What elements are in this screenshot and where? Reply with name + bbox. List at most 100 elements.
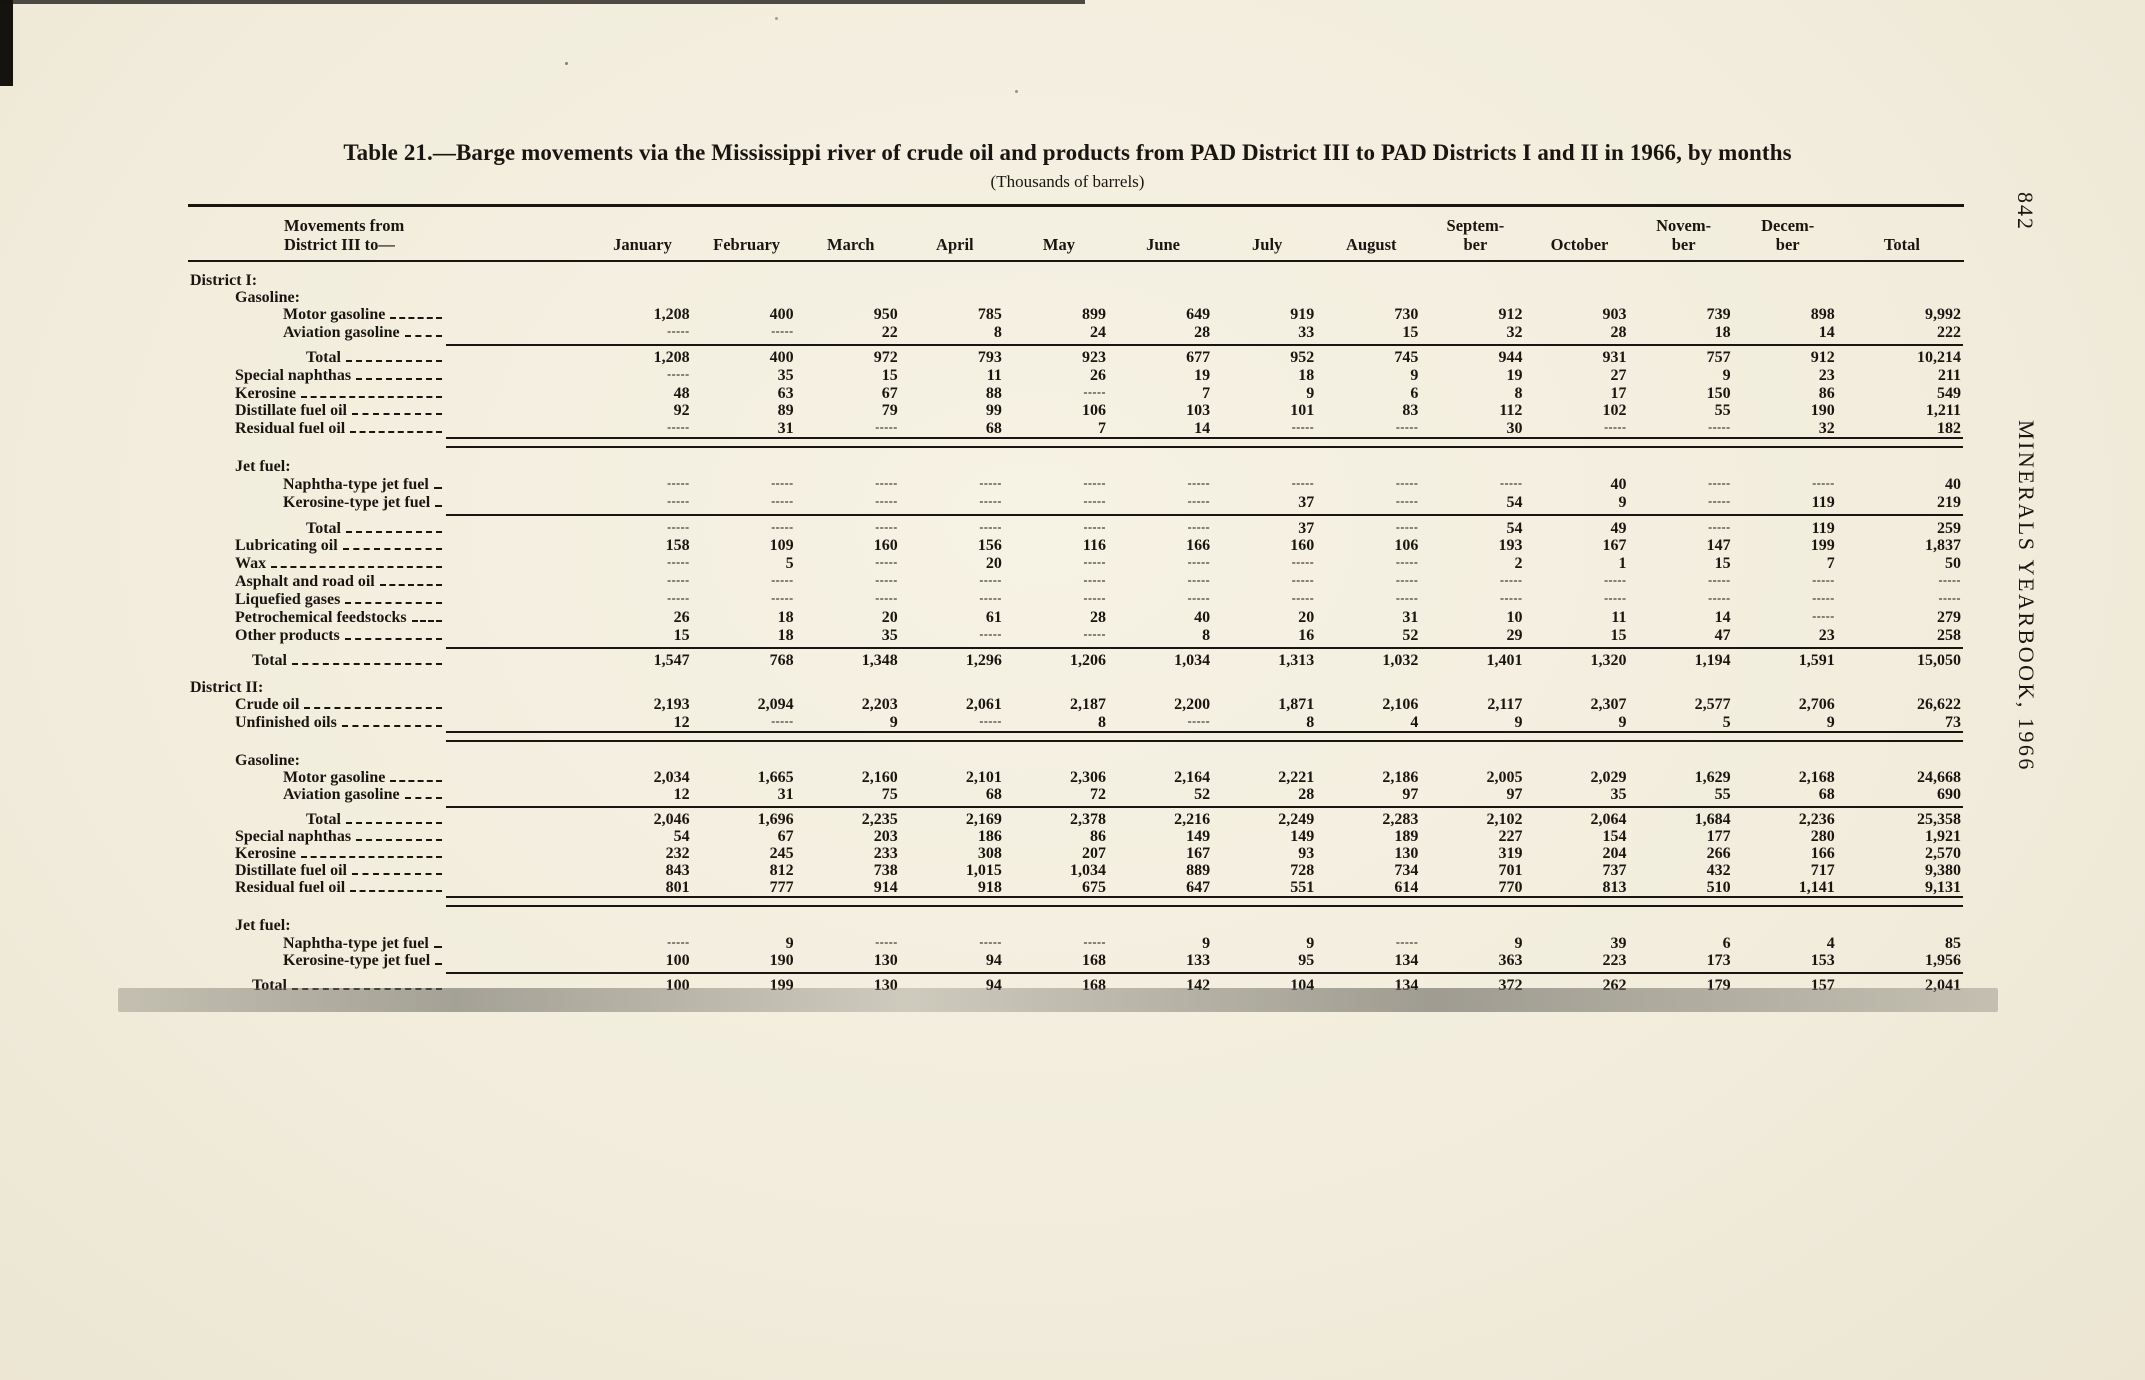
table-row-special-naphthas: Special naphthas 54 67 203 186 86 149 149 189 227… [188,828,1964,845]
value-cell [1527,272,1631,289]
value-cell: ----- [771,494,794,508]
value-cell: 972 [873,349,898,366]
value-cell: ----- [979,591,1002,605]
column-header-septem-ber: Septem- ber [1423,205,1528,262]
table-row-lubricating-oil: Lubricating oil 158 109 160 156 116 166 160 106 1… [188,537,1964,554]
value-cell: 1,194 [1694,652,1731,669]
value-cell: 677 [1186,349,1211,366]
value-cell: 35 [1610,786,1627,803]
value-cell [1423,917,1527,934]
value-cell [1840,679,1964,696]
separator-rule-single [188,341,1964,349]
row-label: Petrochemical feedstocks [235,609,407,626]
section-row-jet-fuel: Jet fuel: [188,917,1964,934]
leader-dashes [351,873,443,875]
value-cell: 166 [1186,537,1211,554]
barge-movements-table: Movements from District III to— January Fe… [188,204,1964,994]
table-body: District I: Gasoline: Motor gasoline 1,208 4… [188,261,1964,994]
value-cell [799,289,903,306]
row-stub: Gasoline: [188,752,590,769]
row-stub-cell: Liquefied gases [188,590,590,608]
value-cell: ----- [1604,573,1627,587]
single-rule-line [446,972,1963,974]
value-cell [695,272,799,289]
book-title-side-label: MINERALS YEARBOOK, 1966 [2014,420,2039,772]
table-row-total: Total 2,046 1,696 2,235 2,169 2,378 2,216 2,249… [188,811,1964,828]
table-row-total: Total 1,208 400 972 793 923 677 952 745 944 931 757… [188,349,1964,366]
value-cell: ----- [1187,573,1211,587]
value-cell: ----- [1812,591,1835,605]
value-cell: 1,206 [1070,652,1106,669]
row-label: Motor gasoline [283,306,386,323]
value-cell: 89 [777,402,794,419]
value-cell: 11 [986,367,1002,384]
value-cell: ----- [771,714,794,728]
row-stub: Asphalt and road oil [188,573,590,590]
value-cell: 24 [1090,324,1106,341]
value-cell: 55 [1714,402,1731,419]
value-cell: 39 [1610,935,1627,952]
row-label: Total [306,520,341,537]
spacer-cell [188,261,1964,272]
row-label: Other products [235,627,340,644]
value-cell: ----- [1395,935,1419,949]
value-cell: ----- [771,520,794,534]
value-cell: ----- [1708,494,1731,508]
value-cell: 32 [1506,324,1523,341]
value-cell: 2 [1514,555,1523,572]
value-cell [1319,272,1423,289]
value-cell: ----- [979,573,1002,587]
value-cell: 843 [665,862,690,879]
value-cell: ----- [1708,573,1731,587]
value-cell: ----- [667,555,690,569]
value-cell: 2,046 [653,811,690,828]
value-cell: ----- [1499,573,1523,587]
value-cell [1007,458,1111,475]
row-stub: Residual fuel oil [188,420,590,437]
value-cell: 26 [1090,367,1106,384]
row-stub: Total [188,349,590,366]
stub-header: Movements from District III to— [188,205,591,262]
scan-artifact-corner [0,0,13,86]
leader-dashes [291,663,443,665]
value-cell [799,752,903,769]
value-cell: 266 [1706,845,1731,862]
value-cell: 9 [1514,714,1523,731]
value-cell: 233 [873,845,898,862]
table-row-naphtha-type-jet-fuel: Naphtha-type jet fuel ----- ----- ----- ----… [188,475,1964,493]
value-cell: 1,956 [1925,952,1961,969]
value-cell: ----- [979,494,1002,508]
value-cell [1111,458,1215,475]
value-cell: 319 [1498,845,1523,862]
value-cell: 27 [1610,367,1627,384]
value-cell: 12 [673,786,690,803]
value-cell: 8 [993,324,1002,341]
value-cell: 203 [873,828,898,845]
value-cell: 2,283 [1382,811,1419,828]
value-cell: 777 [769,879,794,896]
row-stub-cell: Total [188,811,590,828]
leader-dashes [379,584,443,586]
value-cell [799,917,903,934]
value-cell: ----- [667,520,690,534]
row-label: Aviation gasoline [283,786,400,803]
row-label: Distillate fuel oil [235,862,347,879]
value-cell: ----- [875,591,898,605]
row-stub: Gasoline: [188,289,590,306]
value-cell: ----- [1083,476,1106,490]
leader-dashes [304,707,443,709]
value-cell: 106 [1394,537,1419,554]
value-cell [1840,752,1964,769]
value-cell: 1,837 [1925,537,1961,554]
leader-dashes [301,396,443,398]
table-row-motor-gasoline: Motor gasoline 2,034 1,665 2,160 2,101 2,306 2… [188,769,1964,786]
value-cell: ----- [1812,609,1835,623]
value-cell: 85 [1945,935,1961,952]
value-cell: 245 [769,845,794,862]
value-cell: 730 [1394,306,1419,323]
value-cell: 2,577 [1694,696,1731,713]
row-stub: Lubricating oil [188,537,590,554]
value-cell: 102 [1602,402,1627,419]
value-cell: 193 [1498,537,1523,554]
value-cell: 649 [1186,306,1211,323]
